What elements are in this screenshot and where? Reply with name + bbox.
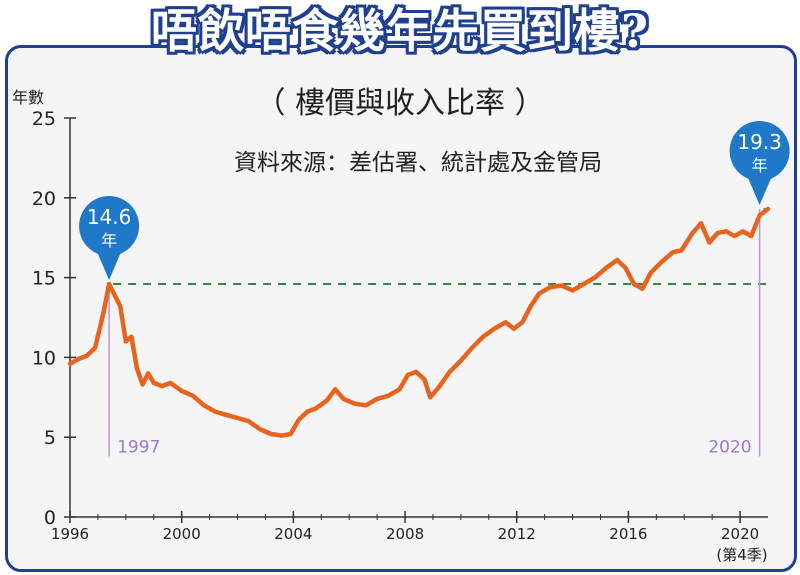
y-tick-label: 10 — [32, 347, 56, 369]
x-tick-label: 2000 — [163, 525, 201, 543]
x-tick-label: 2008 — [386, 525, 424, 543]
year-marker-label: 2020 — [708, 437, 751, 457]
callout-bubble — [729, 120, 790, 181]
series-layer — [67, 206, 771, 438]
chart-title: （ 樓價與收入比率 ） — [255, 86, 544, 121]
y-tick-label: 0 — [44, 507, 56, 529]
callout-pointer — [747, 176, 772, 205]
callout-value: 19.3 — [737, 130, 782, 154]
y-tick-label: 5 — [44, 427, 56, 449]
annotations: 14.6 年 1997 19.3 年 2020 — [79, 120, 790, 457]
chart-subtitle: 資料來源：差估署、統計處及金管局 — [234, 150, 602, 176]
peak-callout: 19.3 年 — [729, 120, 790, 205]
x-tick-label: 2020 — [721, 525, 759, 543]
callout-unit: 年 — [101, 231, 117, 250]
series-line — [67, 206, 771, 438]
x-tick-label: 2016 — [609, 525, 647, 543]
reference-lines — [108, 207, 768, 457]
x-tick-label: 1996 — [51, 525, 89, 543]
chart-card — [5, 45, 797, 572]
y-axis-label: 年數 — [12, 88, 44, 107]
callout-pointer — [97, 251, 122, 280]
y-tick-label: 25 — [32, 108, 56, 130]
callout-value: 14.6 — [87, 205, 132, 229]
x-axis-note: (第4季) — [716, 546, 767, 564]
headline: 唔飲唔食幾年先買到樓? — [151, 4, 649, 58]
callout-unit: 年 — [752, 156, 768, 175]
year-marker-label: 1997 — [117, 437, 160, 457]
y-tick-label: 15 — [32, 268, 56, 290]
callout-bubble — [79, 195, 140, 256]
x-tick-label: 2012 — [498, 525, 536, 543]
y-tick-label: 20 — [32, 188, 56, 210]
chart-axes: 0 5 10 15 20 25 1996 2000 2004 2008 2012 2016 2020 — [32, 108, 768, 543]
x-tick-label: 2004 — [274, 525, 312, 543]
peak-callout: 14.6 年 — [79, 195, 140, 280]
